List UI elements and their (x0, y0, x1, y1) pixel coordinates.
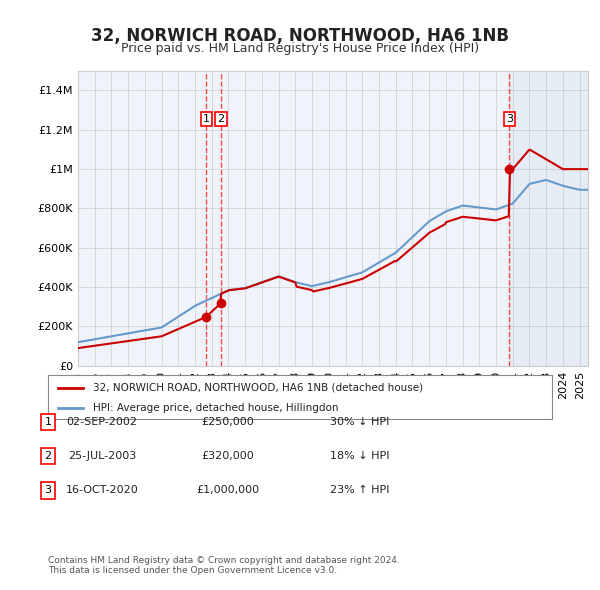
Text: Contains HM Land Registry data © Crown copyright and database right 2024.
This d: Contains HM Land Registry data © Crown c… (48, 556, 400, 575)
Text: £320,000: £320,000 (202, 451, 254, 461)
Text: 25-JUL-2003: 25-JUL-2003 (68, 451, 136, 461)
Text: 32, NORWICH ROAD, NORTHWOOD, HA6 1NB: 32, NORWICH ROAD, NORTHWOOD, HA6 1NB (91, 27, 509, 45)
Text: 2: 2 (44, 451, 52, 461)
Text: 3: 3 (506, 114, 513, 124)
Text: 1: 1 (44, 417, 52, 427)
Text: 1: 1 (203, 114, 210, 124)
Text: 16-OCT-2020: 16-OCT-2020 (65, 486, 139, 495)
Text: 3: 3 (44, 486, 52, 495)
Text: Price paid vs. HM Land Registry's House Price Index (HPI): Price paid vs. HM Land Registry's House … (121, 42, 479, 55)
Text: 32, NORWICH ROAD, NORTHWOOD, HA6 1NB (detached house): 32, NORWICH ROAD, NORTHWOOD, HA6 1NB (de… (94, 383, 424, 393)
Text: £1,000,000: £1,000,000 (196, 486, 260, 495)
Text: £250,000: £250,000 (202, 417, 254, 427)
Bar (509, 71, 588, 366)
Text: HPI: Average price, detached house, Hillingdon: HPI: Average price, detached house, Hill… (94, 403, 339, 413)
Text: 2: 2 (218, 114, 224, 124)
Text: 02-SEP-2002: 02-SEP-2002 (67, 417, 137, 427)
Text: 23% ↑ HPI: 23% ↑ HPI (330, 486, 390, 495)
Text: 18% ↓ HPI: 18% ↓ HPI (330, 451, 390, 461)
Text: 30% ↓ HPI: 30% ↓ HPI (331, 417, 389, 427)
